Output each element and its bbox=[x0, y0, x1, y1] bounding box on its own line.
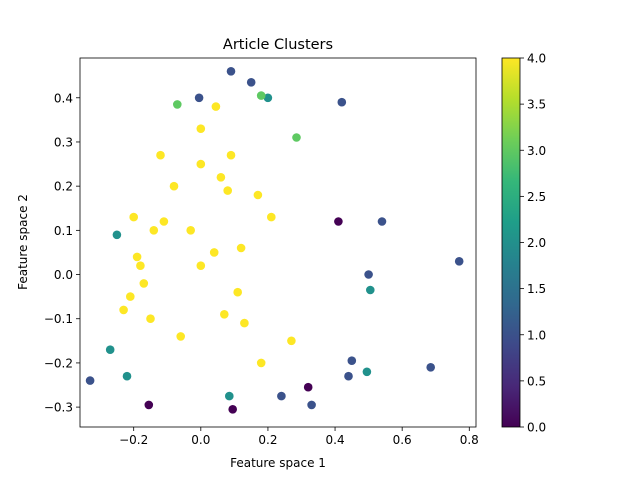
colorbar-tick-label: 4.0 bbox=[527, 52, 546, 66]
scatter-point bbox=[364, 270, 373, 279]
scatter-point bbox=[144, 400, 154, 410]
y-tick-label: −0.1 bbox=[44, 312, 73, 326]
colorbar-tick-label: 1.0 bbox=[527, 328, 546, 342]
y-axis-label: Feature space 2 bbox=[16, 194, 30, 290]
scatter-point bbox=[220, 310, 229, 319]
y-tick-label: −0.3 bbox=[44, 401, 73, 415]
scatter-point bbox=[112, 230, 122, 240]
scatter-point bbox=[263, 93, 273, 103]
scatter-point bbox=[267, 212, 276, 222]
x-tick-label: 0.4 bbox=[326, 433, 345, 447]
scatter-point bbox=[236, 243, 246, 253]
points-layer bbox=[85, 67, 464, 414]
scatter-point bbox=[159, 217, 169, 226]
scatter-point bbox=[307, 400, 316, 410]
scatter-point bbox=[377, 217, 387, 226]
x-tick-label: 0.6 bbox=[393, 433, 412, 447]
scatter-point bbox=[246, 78, 256, 87]
scatter-point bbox=[196, 159, 206, 169]
x-axis-label: Feature space 1 bbox=[230, 456, 326, 470]
scatter-point bbox=[226, 150, 236, 160]
scatter-point bbox=[156, 150, 165, 160]
x-tick-label: 0.0 bbox=[191, 433, 210, 447]
scatter-point bbox=[256, 358, 266, 368]
scatter-point bbox=[334, 217, 343, 226]
scatter-point bbox=[225, 391, 234, 401]
scatter-point bbox=[126, 292, 135, 301]
scatter-point bbox=[173, 100, 182, 109]
scatter-point bbox=[196, 261, 206, 271]
y-axis: −0.3 −0.2 −0.1 0.0 0.1 0.2 0.3 0.4 bbox=[44, 91, 80, 415]
scatter-point bbox=[85, 376, 95, 385]
colorbar-tick-label: 3.5 bbox=[527, 98, 546, 112]
scatter-point bbox=[426, 363, 436, 372]
chart-title: Article Clusters bbox=[223, 37, 333, 53]
colorbar-tick-label: 3.0 bbox=[527, 144, 546, 158]
scatter-point bbox=[337, 97, 347, 107]
scatter-point bbox=[344, 371, 353, 381]
scatter-point bbox=[132, 252, 142, 262]
scatter-point bbox=[149, 226, 159, 235]
scatter-point bbox=[303, 382, 313, 392]
scatter-point bbox=[240, 318, 249, 328]
scatter-point bbox=[194, 93, 204, 103]
scatter-point bbox=[253, 190, 263, 200]
y-tick-label: −0.2 bbox=[44, 356, 73, 370]
y-tick-label: 0.4 bbox=[54, 91, 73, 105]
y-tick-label: 0.0 bbox=[54, 268, 73, 282]
scatter-point bbox=[119, 305, 128, 315]
scatter-point bbox=[176, 332, 185, 341]
scatter-point bbox=[233, 287, 242, 297]
colorbar-tick-label: 0.5 bbox=[527, 374, 546, 388]
colorbar-ticks: 0.0 0.5 1.0 1.5 2.0 2.5 3.0 3.5 4.0 bbox=[520, 52, 546, 435]
scatter-point bbox=[211, 102, 221, 111]
scatter-point bbox=[209, 248, 219, 257]
scatter-point bbox=[146, 314, 155, 324]
scatter-point bbox=[226, 67, 236, 76]
colorbar-tick-label: 2.5 bbox=[527, 190, 546, 204]
scatter-point bbox=[362, 367, 372, 377]
scatter-point bbox=[186, 226, 195, 235]
y-tick-label: 0.1 bbox=[54, 224, 73, 238]
scatter-point bbox=[256, 91, 266, 100]
x-tick-label: −0.2 bbox=[119, 433, 148, 447]
scatter-point bbox=[454, 257, 464, 266]
scatter-point bbox=[105, 345, 115, 355]
scatter-point bbox=[287, 336, 296, 346]
x-tick-label: 0.2 bbox=[258, 433, 277, 447]
colorbar-gradient bbox=[502, 58, 520, 427]
colorbar: 0.0 0.5 1.0 1.5 2.0 2.5 3.0 3.5 4.0 bbox=[501, 52, 546, 435]
scatter-point bbox=[139, 279, 149, 288]
scatter-point bbox=[223, 186, 232, 195]
y-tick-label: 0.2 bbox=[54, 180, 73, 194]
y-tick-label: 0.3 bbox=[54, 135, 73, 149]
plot-frame bbox=[79, 57, 477, 428]
scatter-point bbox=[292, 133, 301, 142]
scatter-point bbox=[277, 391, 286, 401]
colorbar-tick-label: 0.0 bbox=[527, 421, 546, 435]
colorbar-tick-label: 2.0 bbox=[527, 236, 546, 250]
x-axis: −0.2 0.0 0.2 0.4 0.6 0.8 bbox=[119, 427, 479, 447]
scatter-point bbox=[366, 285, 375, 295]
scatter-point bbox=[122, 371, 132, 381]
scatter-point bbox=[347, 356, 357, 366]
x-tick-label: 0.8 bbox=[460, 433, 479, 447]
colorbar-tick-label: 1.5 bbox=[527, 282, 546, 296]
scatter-point bbox=[216, 173, 226, 182]
scatter-point bbox=[129, 212, 138, 222]
scatter-point bbox=[196, 124, 206, 133]
scatter-point bbox=[169, 181, 179, 191]
scatter-point bbox=[228, 405, 237, 414]
scatter-point bbox=[136, 261, 145, 271]
